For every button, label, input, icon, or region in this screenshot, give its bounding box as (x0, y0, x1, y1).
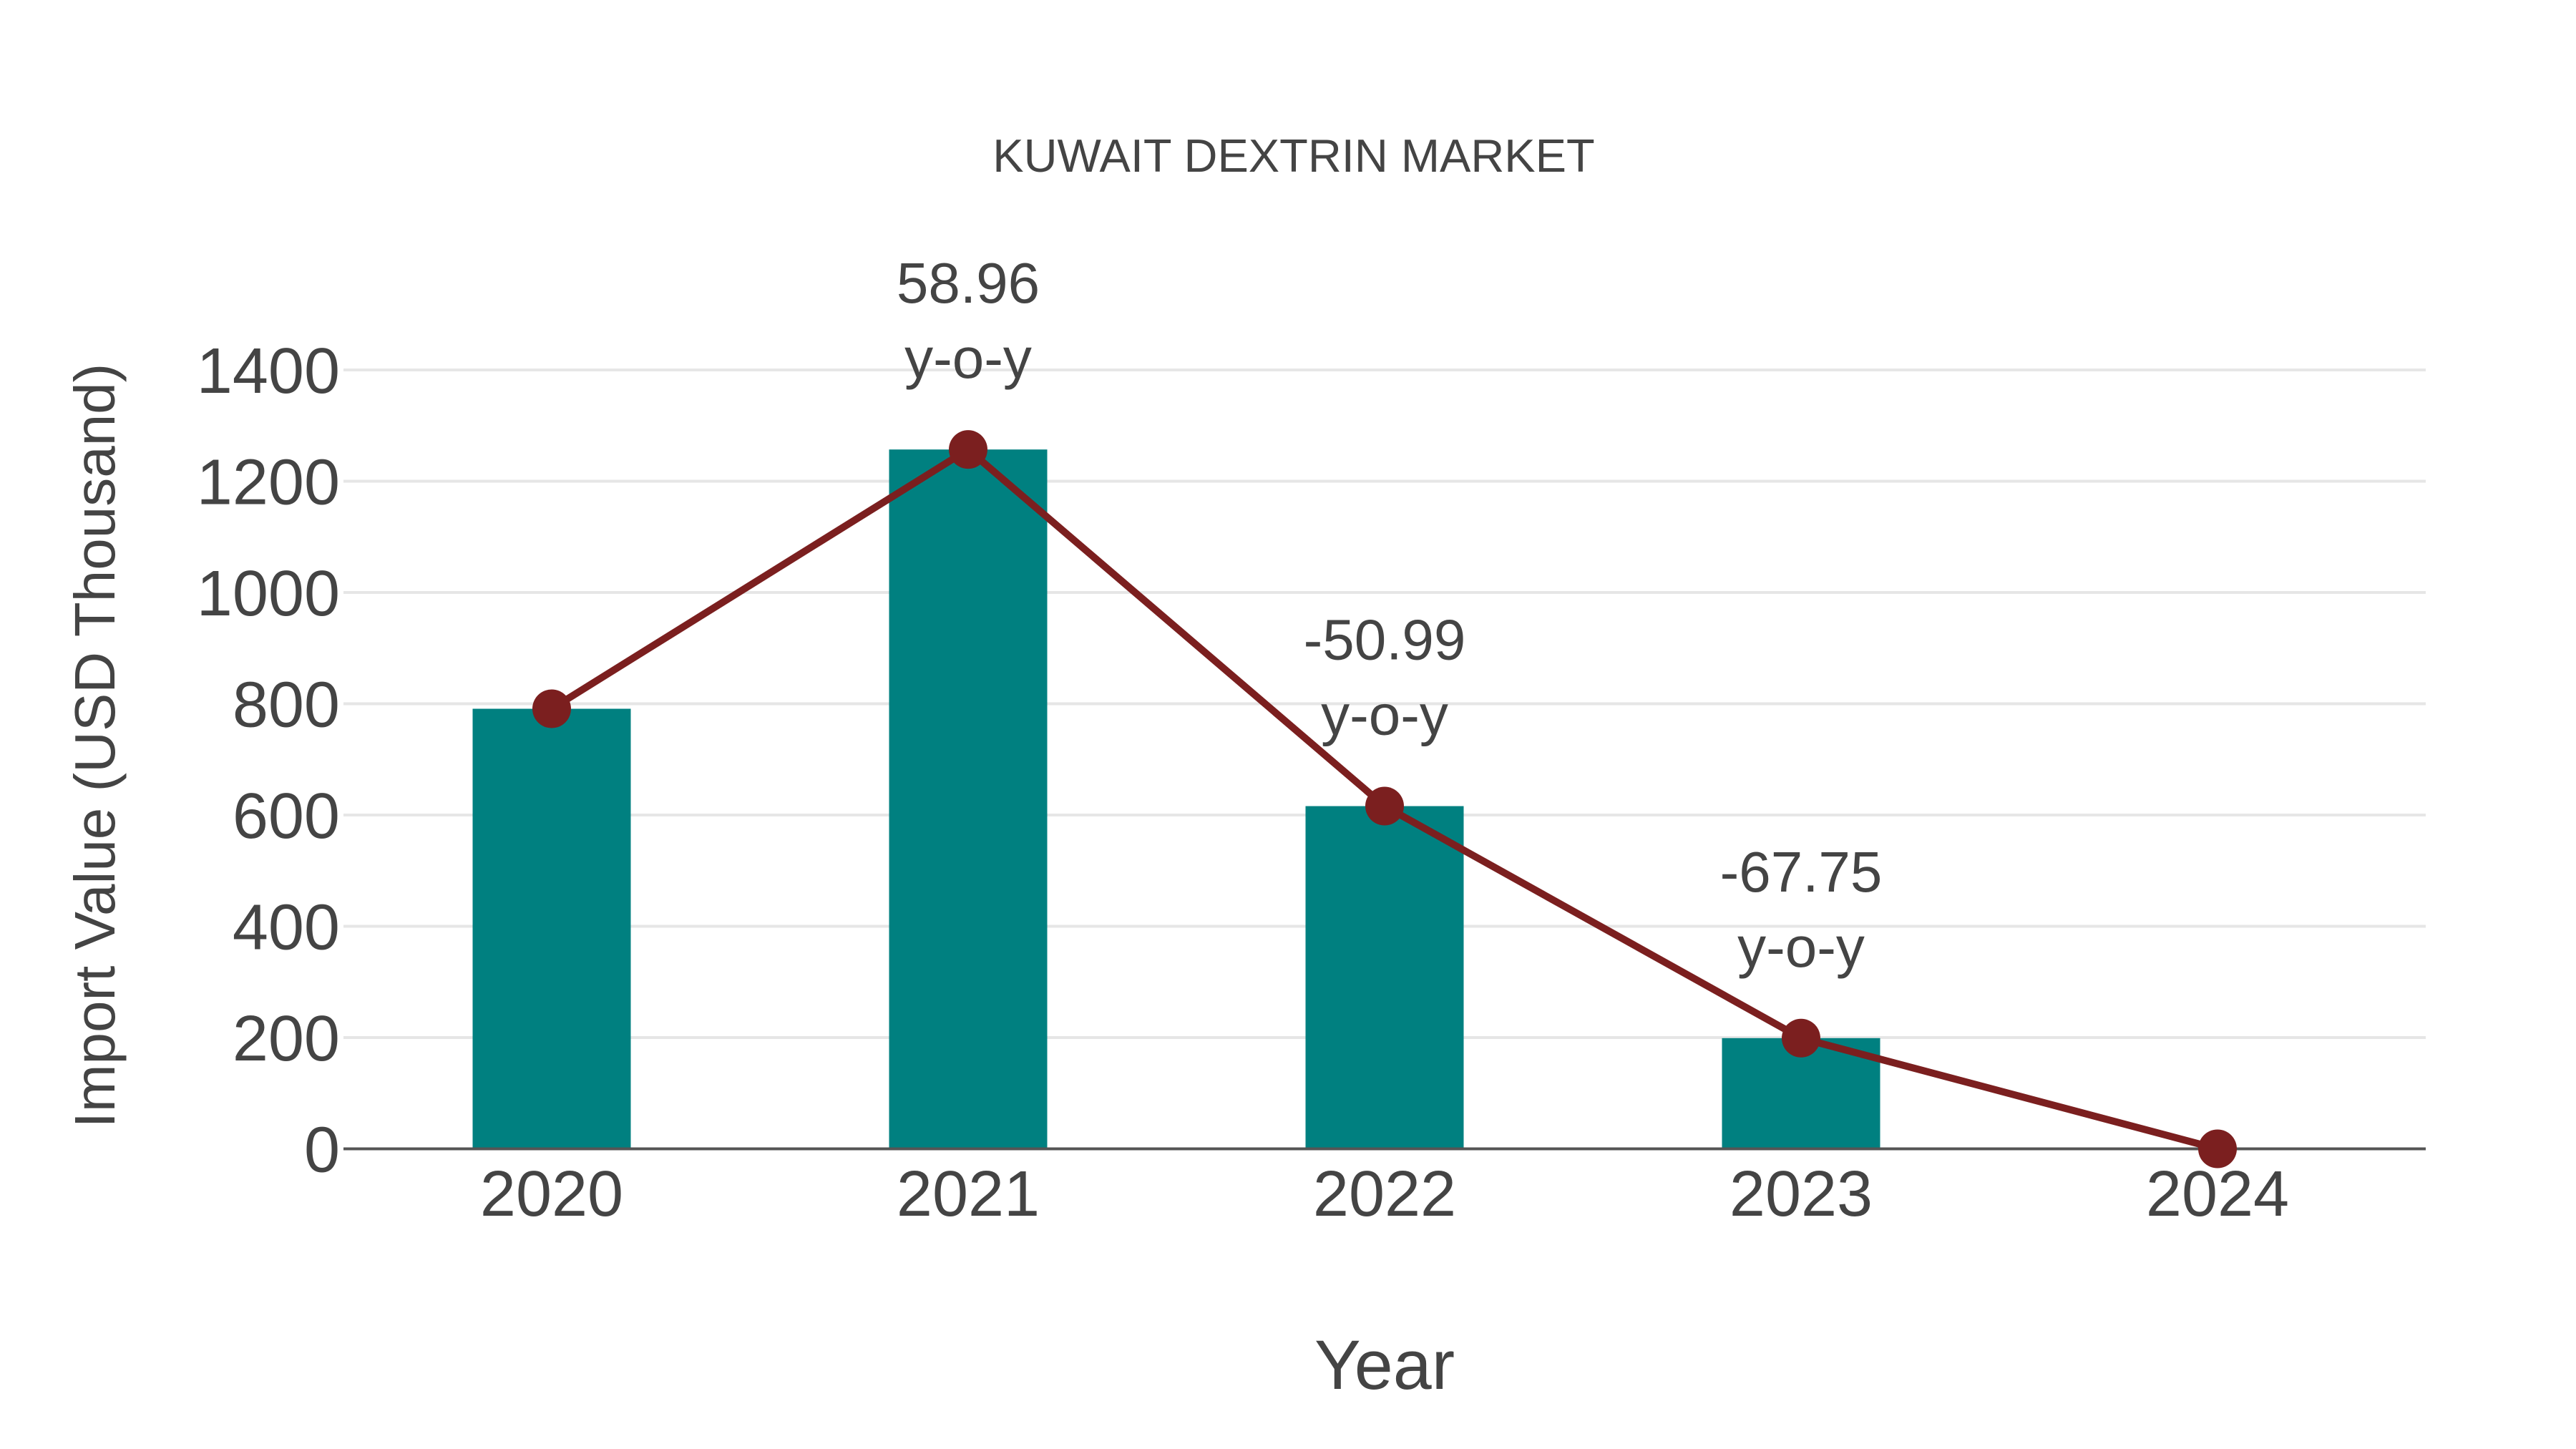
annotation-unit: y-o-y (904, 326, 1032, 390)
y-tick-label: 1200 (197, 447, 340, 519)
marker-2022[interactable] (1365, 786, 1404, 826)
y-tick-label: 200 (233, 1003, 340, 1075)
x-tick-label: 2020 (480, 1158, 623, 1230)
marker-2020[interactable] (532, 689, 571, 728)
y-tick-label: 1400 (197, 336, 340, 407)
line-series (532, 430, 2237, 1169)
annotation-2023: -67.75 y-o-y (1712, 840, 1890, 979)
chart-title: KUWAIT DEXTRIN MARKET (992, 130, 1594, 182)
marker-2024[interactable] (2198, 1129, 2237, 1169)
yoy-annotations: 58.96 y-o-y -50.99 y-o-y -67.75 y-o-y (879, 251, 1890, 979)
annotation-2021: 58.96 y-o-y (879, 251, 1058, 390)
annotation-value: -50.99 (1304, 608, 1466, 672)
bar-2020[interactable] (472, 708, 631, 1149)
y-tick-label: 400 (233, 892, 340, 964)
x-tick-label: 2022 (1313, 1158, 1456, 1230)
y-tick-label: 800 (233, 670, 340, 741)
bar-2022[interactable] (1305, 806, 1464, 1149)
marker-2023[interactable] (1782, 1018, 1820, 1058)
annotation-value: -67.75 (1720, 840, 1883, 904)
x-tick-label: 2021 (897, 1158, 1040, 1230)
marker-2021[interactable] (949, 430, 987, 469)
y-axis-title: Import Value (USD Thousand) (63, 364, 127, 1128)
annotation-background (879, 255, 1058, 316)
bar-2021[interactable] (889, 449, 1048, 1149)
annotation-unit: y-o-y (1321, 683, 1448, 747)
annotation-background (1295, 612, 1474, 673)
annotation-unit: y-o-y (1737, 915, 1865, 979)
bar-series (472, 449, 1880, 1149)
y-axis-tick-labels: 0 200 400 600 800 1000 1200 1400 (197, 336, 340, 1186)
annotation-2022: -50.99 y-o-y (1295, 608, 1474, 747)
x-axis-tick-labels: 2020 2021 2022 2023 2024 (480, 1158, 2289, 1230)
y-tick-label: 600 (233, 781, 340, 852)
annotation-background (1712, 844, 1890, 904)
y-tick-label: 1000 (197, 558, 340, 630)
annotation-value: 58.96 (897, 251, 1040, 315)
x-tick-label: 2023 (1729, 1158, 1873, 1230)
x-tick-label: 2024 (2146, 1158, 2289, 1230)
x-axis-title: Year (1314, 1326, 1455, 1404)
y-tick-label: 0 (304, 1115, 340, 1186)
